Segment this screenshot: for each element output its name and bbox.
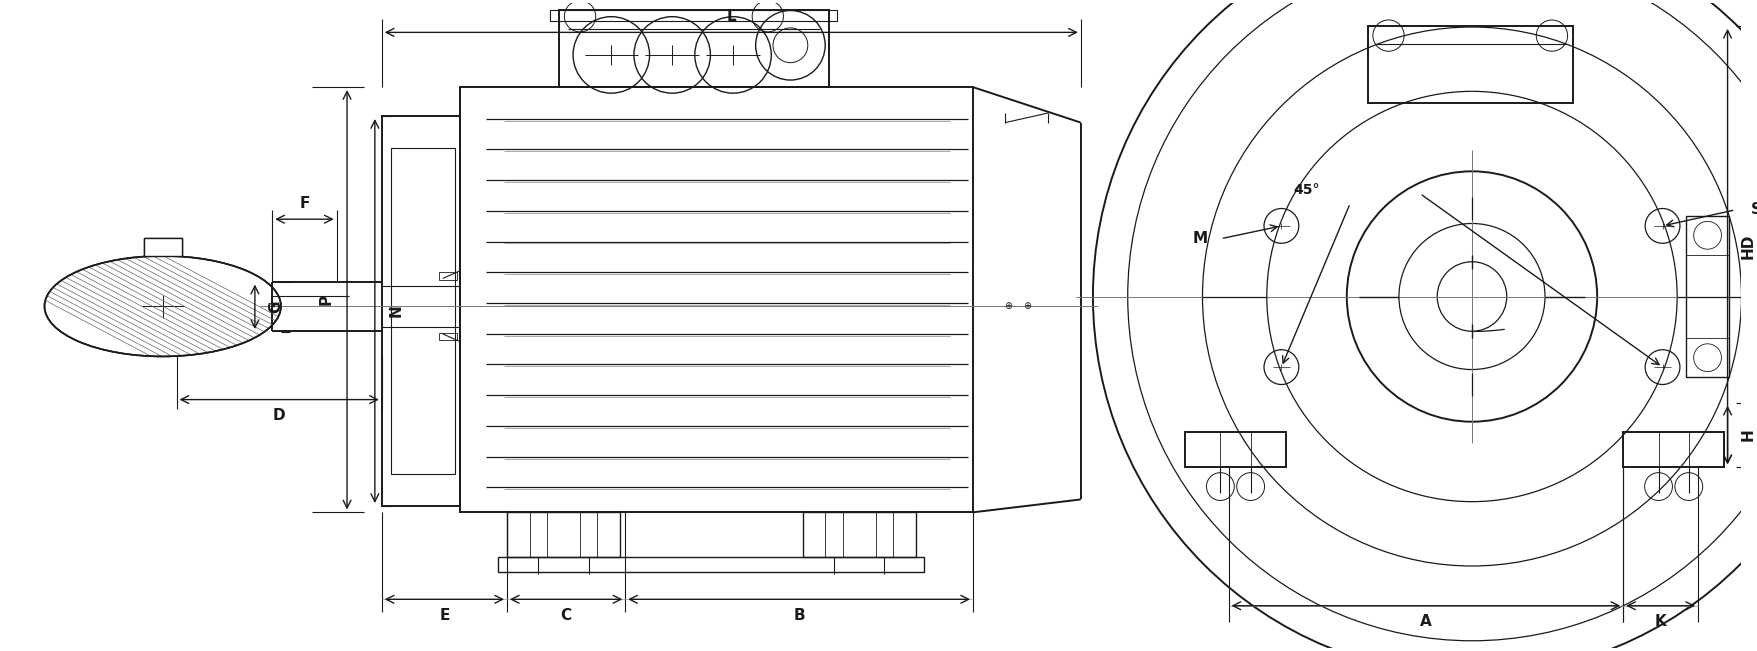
Text: M: M — [1193, 231, 1207, 246]
Bar — [439, 333, 457, 340]
Text: P: P — [318, 294, 334, 305]
Text: G: G — [269, 301, 283, 313]
Text: N: N — [388, 305, 402, 318]
Text: H: H — [1741, 428, 1755, 441]
Bar — [529, 512, 546, 557]
Bar — [875, 512, 893, 557]
Text: C: C — [560, 608, 571, 623]
Bar — [826, 512, 843, 557]
Text: F: F — [299, 195, 309, 210]
Bar — [144, 238, 183, 256]
Bar — [390, 148, 455, 474]
Text: HD: HD — [1741, 234, 1755, 259]
Bar — [381, 116, 460, 506]
Text: S: S — [1752, 202, 1757, 217]
Text: ⊕: ⊕ — [1023, 301, 1031, 311]
Bar — [144, 238, 183, 256]
Bar — [439, 272, 457, 280]
Text: K: K — [1655, 615, 1666, 630]
Text: E: E — [439, 608, 450, 623]
Bar — [1367, 26, 1573, 104]
Text: ⊕: ⊕ — [1003, 301, 1012, 311]
Text: 45°: 45° — [1293, 183, 1320, 197]
Ellipse shape — [44, 256, 281, 357]
Text: L: L — [726, 8, 736, 24]
Bar — [460, 87, 973, 512]
Bar — [1184, 432, 1286, 467]
Text: B: B — [794, 608, 805, 623]
Bar — [580, 512, 597, 557]
Text: A: A — [1420, 615, 1432, 630]
Bar — [550, 10, 838, 21]
Bar — [499, 557, 924, 572]
Bar — [1623, 432, 1724, 467]
Bar — [508, 512, 620, 557]
Text: D: D — [272, 408, 286, 423]
Bar — [803, 512, 915, 557]
Bar — [559, 10, 829, 87]
Bar — [1685, 216, 1729, 377]
